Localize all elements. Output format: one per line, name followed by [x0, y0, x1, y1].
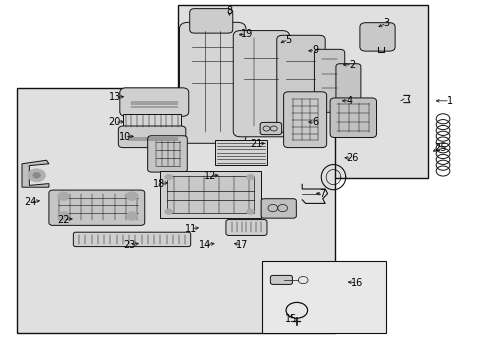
Bar	[123, 114, 181, 127]
FancyBboxPatch shape	[314, 49, 344, 112]
Circle shape	[58, 212, 69, 220]
Text: 7: 7	[319, 189, 325, 199]
Text: 26: 26	[345, 153, 358, 163]
Text: 8: 8	[226, 6, 232, 16]
Text: 5: 5	[285, 35, 291, 45]
Circle shape	[246, 209, 254, 215]
FancyBboxPatch shape	[233, 31, 289, 137]
Circle shape	[164, 209, 172, 215]
Text: 14: 14	[199, 240, 211, 250]
FancyBboxPatch shape	[329, 98, 376, 138]
FancyBboxPatch shape	[261, 199, 296, 218]
FancyBboxPatch shape	[260, 122, 281, 135]
FancyBboxPatch shape	[118, 126, 185, 148]
FancyBboxPatch shape	[225, 220, 266, 235]
Text: 3: 3	[383, 18, 388, 28]
Text: 13: 13	[108, 92, 121, 102]
FancyBboxPatch shape	[120, 88, 188, 116]
Circle shape	[164, 174, 172, 180]
Text: 21: 21	[250, 139, 263, 149]
Circle shape	[33, 172, 41, 178]
FancyBboxPatch shape	[179, 22, 245, 143]
Text: 15: 15	[284, 314, 297, 324]
Circle shape	[246, 174, 254, 180]
Text: 11: 11	[184, 224, 197, 234]
FancyBboxPatch shape	[335, 64, 360, 100]
Text: 18: 18	[152, 179, 165, 189]
FancyBboxPatch shape	[276, 35, 325, 132]
Circle shape	[126, 212, 138, 220]
Bar	[178, 5, 427, 178]
Text: 6: 6	[312, 117, 318, 127]
Bar	[167, 176, 253, 213]
FancyBboxPatch shape	[189, 9, 232, 33]
FancyBboxPatch shape	[73, 232, 190, 247]
Circle shape	[126, 192, 138, 201]
FancyBboxPatch shape	[283, 92, 326, 148]
FancyBboxPatch shape	[359, 23, 394, 51]
Text: 25: 25	[433, 143, 446, 153]
Bar	[160, 171, 260, 218]
Text: 12: 12	[203, 171, 216, 181]
Text: 2: 2	[348, 60, 354, 70]
Circle shape	[58, 192, 69, 201]
Text: 1: 1	[446, 96, 452, 106]
FancyBboxPatch shape	[49, 190, 144, 225]
Text: 20: 20	[108, 117, 121, 127]
FancyBboxPatch shape	[147, 136, 187, 172]
Text: 17: 17	[235, 240, 248, 250]
Circle shape	[28, 169, 45, 182]
Text: 24: 24	[24, 197, 37, 207]
Text: 23: 23	[123, 240, 136, 250]
Text: 16: 16	[350, 278, 363, 288]
Bar	[17, 88, 334, 333]
Text: 9: 9	[312, 45, 318, 55]
Bar	[215, 140, 266, 165]
Text: 10: 10	[118, 132, 131, 142]
Text: 4: 4	[346, 96, 352, 106]
Text: 22: 22	[57, 215, 70, 225]
Text: 19: 19	[240, 29, 253, 39]
Bar	[261, 261, 386, 333]
Polygon shape	[22, 160, 49, 187]
FancyBboxPatch shape	[270, 275, 292, 284]
